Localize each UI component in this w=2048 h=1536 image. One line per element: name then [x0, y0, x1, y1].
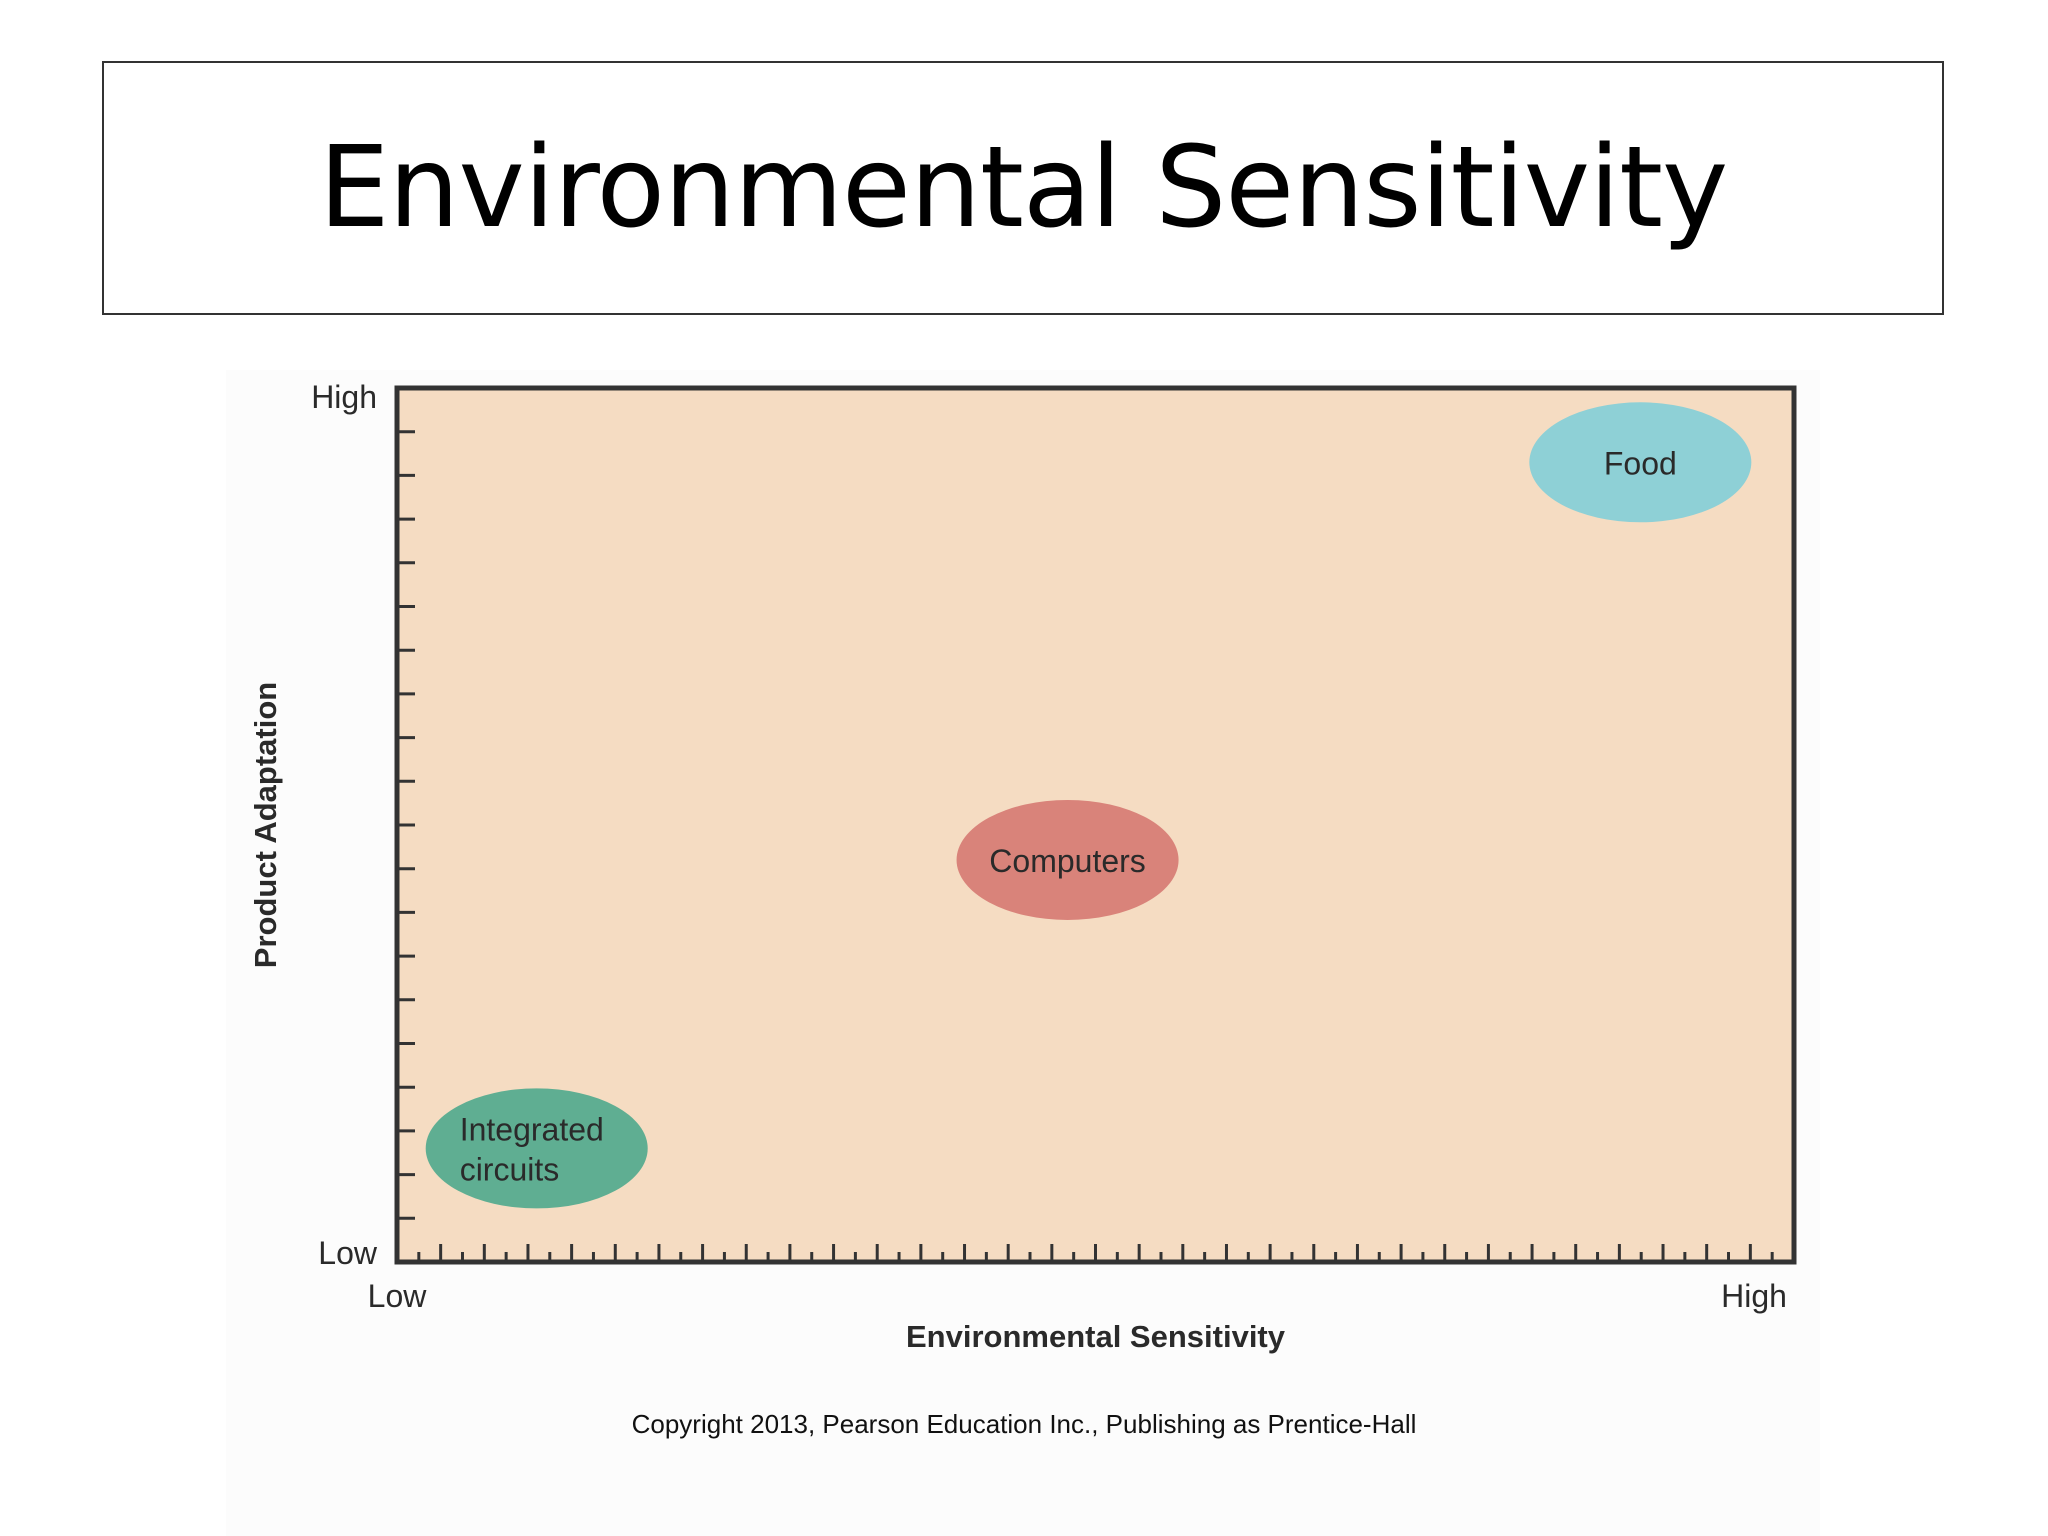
bubble-label: Food	[1604, 445, 1677, 481]
x-axis-title: Environmental Sensitivity	[906, 1319, 1286, 1354]
y-tick-label-high: High	[311, 379, 377, 415]
bubble-label: circuits	[460, 1151, 560, 1187]
bubble-0	[425, 1088, 648, 1209]
bubble-label: Integrated	[460, 1111, 604, 1147]
y-axis-title: Product Adaptation	[248, 682, 283, 968]
title-box: Environmental Sensitivity	[102, 61, 1944, 315]
slide-title: Environmental Sensitivity	[318, 123, 1729, 253]
bubble-1	[956, 799, 1179, 920]
bubble-label: Computers	[989, 843, 1146, 879]
copyright-notice: Copyright 2013, Pearson Education Inc., …	[631, 1409, 1417, 1439]
bubble-2	[1529, 402, 1752, 523]
x-tick-label-high: High	[1721, 1278, 1787, 1314]
y-tick-label-low: Low	[318, 1235, 378, 1271]
x-tick-label-low: Low	[368, 1278, 428, 1314]
